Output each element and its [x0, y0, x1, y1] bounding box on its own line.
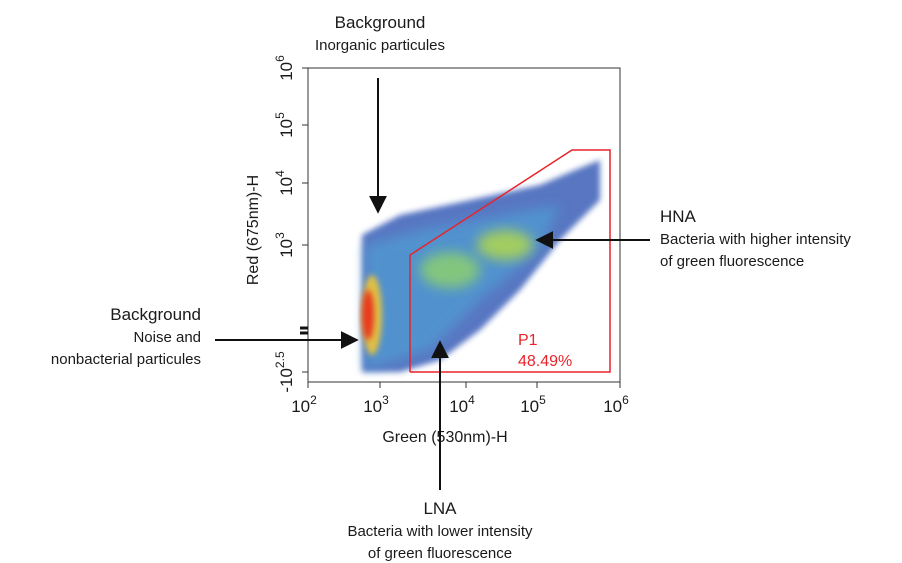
x-tick-label: 102 — [291, 393, 317, 416]
plot-frame — [307, 67, 621, 383]
y-tick-label: 103 — [273, 232, 296, 258]
y-tick-label: 105 — [273, 112, 296, 138]
annotation-line: of green fluorescence — [660, 253, 804, 270]
y-axis-title: Red (675nm)-H — [245, 175, 262, 285]
annotation-line: Inorganic particules — [315, 37, 445, 54]
arrows — [215, 78, 650, 490]
gate-name: P1 — [518, 332, 538, 349]
tick-base: 10 — [277, 62, 296, 81]
annotation-line: Bacteria with higher intensity — [660, 231, 851, 248]
annotation-line: Bacteria with lower intensity — [347, 523, 533, 540]
annotations: Background Inorganic particules Background… — [51, 13, 852, 562]
tick-base: 10 — [291, 397, 310, 416]
tick-exp: 4 — [273, 170, 287, 177]
tick-exp: 2 — [310, 393, 317, 407]
density-cloud — [362, 160, 600, 372]
tick-base: 10 — [363, 397, 382, 416]
annotation-line: nonbacterial particules — [51, 351, 201, 368]
tick-exp: 4 — [468, 393, 475, 407]
annotation-title: Background — [335, 13, 426, 32]
x-tick-label: 106 — [603, 393, 629, 416]
tick-exp: 6 — [622, 393, 629, 407]
y-tick-label: 106 — [273, 55, 296, 81]
y-tick-label: -102.5 — [273, 351, 296, 393]
tick-exp: 2.5 — [273, 351, 287, 368]
tick-base: 10 — [520, 397, 539, 416]
annotation-line: Noise and — [133, 329, 201, 346]
tick-exp: 6 — [273, 55, 287, 62]
tick-base: 10 — [603, 397, 622, 416]
x-tick-label: 105 — [520, 393, 546, 416]
tick-base: 10 — [277, 239, 296, 258]
tick-exp: 5 — [273, 112, 287, 119]
annotation-title: LNA — [423, 499, 457, 518]
tick-base: 10 — [277, 119, 296, 138]
tick-base: -10 — [277, 368, 296, 393]
x-tick-label: 104 — [449, 393, 475, 416]
tick-base: 10 — [449, 397, 468, 416]
axis-marks — [300, 326, 308, 335]
annotation-line: of green fluorescence — [368, 545, 512, 562]
gate-p1 — [409, 149, 611, 373]
x-tick-label: 103 — [363, 393, 389, 416]
annotation-title: Background — [110, 305, 201, 324]
gate-percent: 48.49% — [518, 353, 572, 370]
tick-base: 10 — [277, 177, 296, 196]
tick-exp: 5 — [539, 393, 546, 407]
tick-exp: 3 — [382, 393, 389, 407]
annotation-title: HNA — [660, 207, 697, 226]
y-tick-label: 104 — [273, 170, 296, 196]
tick-exp: 3 — [273, 232, 287, 239]
x-axis-title: Green (530nm)-H — [382, 429, 507, 446]
